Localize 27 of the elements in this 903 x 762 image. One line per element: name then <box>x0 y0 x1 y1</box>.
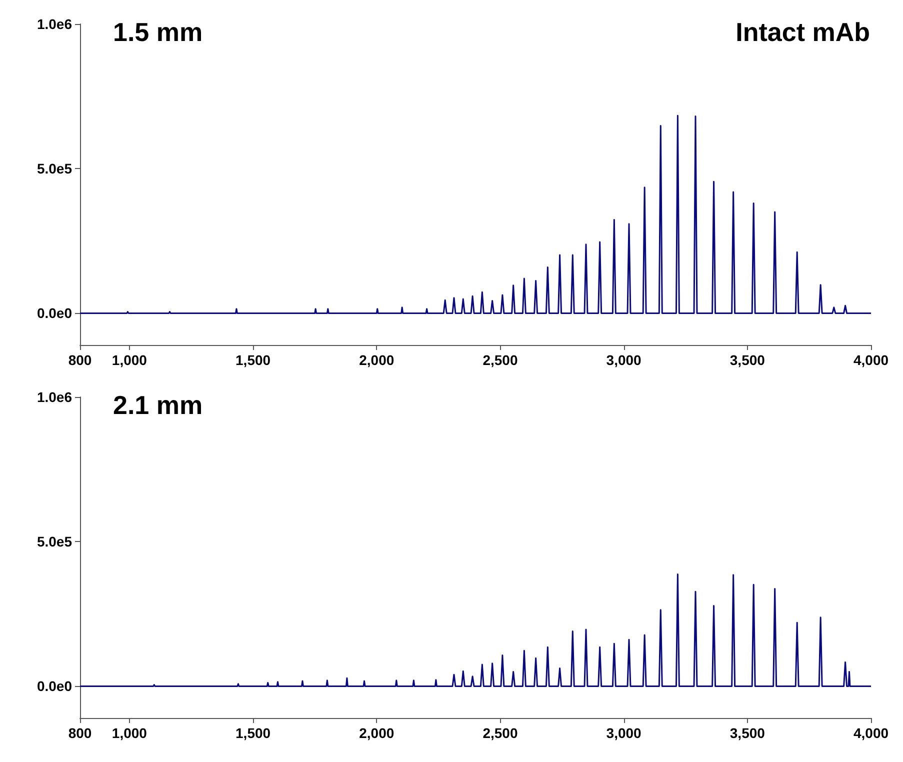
chart-title: 2.1 mm <box>113 390 203 420</box>
y-tick-label: 0.0e0 <box>36 678 72 694</box>
x-tick-label: 1,500 <box>236 725 271 741</box>
x-tick-label: 3,000 <box>606 352 642 368</box>
x-tick-label: 2,000 <box>359 725 394 741</box>
y-tick-label: 0.0e0 <box>36 305 72 322</box>
x-tick-label: 1,500 <box>236 352 271 368</box>
y-tick-label: 5.0e5 <box>36 534 72 550</box>
x-tick-label: 2,000 <box>359 352 394 368</box>
x-tick-label: 800 <box>68 352 92 368</box>
line-series <box>79 114 872 314</box>
y-tick-label: 1.0e6 <box>36 16 72 32</box>
x-tick-label: 2,500 <box>482 725 518 741</box>
x-tick-label: 4,000 <box>853 352 889 368</box>
x-tick-label: 1,000 <box>112 352 148 368</box>
x-tick-label: 3,500 <box>730 725 766 741</box>
x-tick-label: 2,500 <box>482 352 518 368</box>
line-series <box>79 574 872 687</box>
y-tick-label: 1.0e6 <box>36 389 72 405</box>
annotation: Intact mAb <box>736 17 870 47</box>
x-tick-label: 800 <box>68 725 92 741</box>
x-tick-label: 1,000 <box>112 725 148 741</box>
x-tick-label: 3,000 <box>606 725 642 741</box>
chart-title: 1.5 mm <box>113 17 203 47</box>
x-tick-label: 3,500 <box>730 352 766 368</box>
y-tick-label: 5.0e5 <box>36 160 72 177</box>
x-tick-label: 4,000 <box>853 725 889 741</box>
